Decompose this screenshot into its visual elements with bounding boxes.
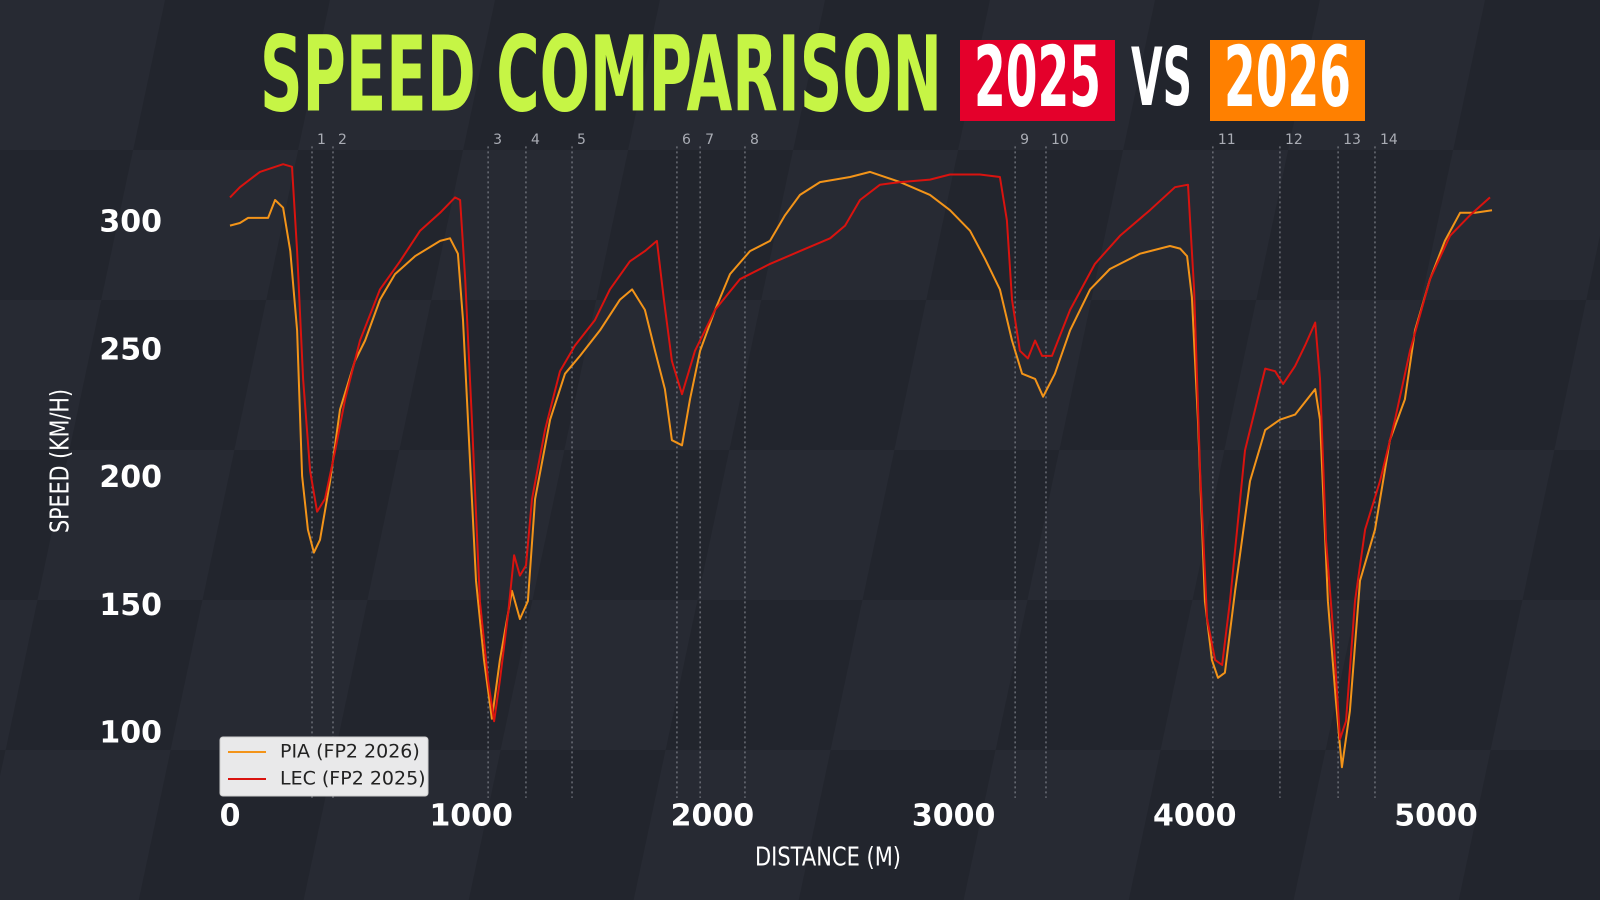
y-tick-label: 200 xyxy=(99,460,162,495)
corner-label: 9 xyxy=(1020,132,1029,148)
speed-line xyxy=(229,163,1491,741)
badge-box xyxy=(1210,40,1365,121)
legend-box xyxy=(219,736,429,797)
x-tick-label: 3000 xyxy=(912,799,996,834)
x-tick-label: 0 xyxy=(220,799,241,834)
corner-label: 2 xyxy=(338,132,347,148)
corner-label: 3 xyxy=(493,132,502,148)
badge-2026: 2026 xyxy=(1224,28,1351,126)
corner-label: 1 xyxy=(317,132,326,148)
y-tick-label: 100 xyxy=(99,716,162,751)
speed-line xyxy=(229,170,1493,769)
x-tick-label: 1000 xyxy=(429,799,513,834)
legend-label: LEC (FP2 2025) xyxy=(280,768,426,790)
chart-title: SPEED COMPARISON xyxy=(260,13,942,135)
corner-label: 11 xyxy=(1218,132,1236,148)
legend: PIA (FP2 2026) LEC (FP2 2025) xyxy=(219,736,429,797)
badge-2025: 2025 xyxy=(974,28,1101,126)
x-axis-label: DISTANCE (M) xyxy=(755,843,901,873)
corner-label: 10 xyxy=(1051,132,1069,148)
x-tick-label: 2000 xyxy=(671,799,755,834)
y-tick-label: 250 xyxy=(99,332,162,367)
corner-label: 6 xyxy=(682,132,691,148)
corner-label: 12 xyxy=(1285,132,1303,148)
corner-label: 5 xyxy=(577,132,586,148)
badge-box xyxy=(960,40,1115,121)
corner-label: 14 xyxy=(1380,132,1398,148)
y-tick-label: 150 xyxy=(99,588,162,623)
y-axis-label: SPEED (KM/H) xyxy=(46,389,76,533)
x-tick-label: 4000 xyxy=(1153,799,1237,834)
x-tick-label: 5000 xyxy=(1394,799,1478,834)
corner-label: 7 xyxy=(705,132,714,148)
legend-label: PIA (FP2 2026) xyxy=(280,741,420,763)
corner-label: 13 xyxy=(1343,132,1361,148)
badge-vs: VS xyxy=(1131,31,1192,124)
corner-label: 4 xyxy=(531,132,540,148)
corner-label: 8 xyxy=(750,132,759,148)
y-tick-label: 300 xyxy=(99,205,162,240)
